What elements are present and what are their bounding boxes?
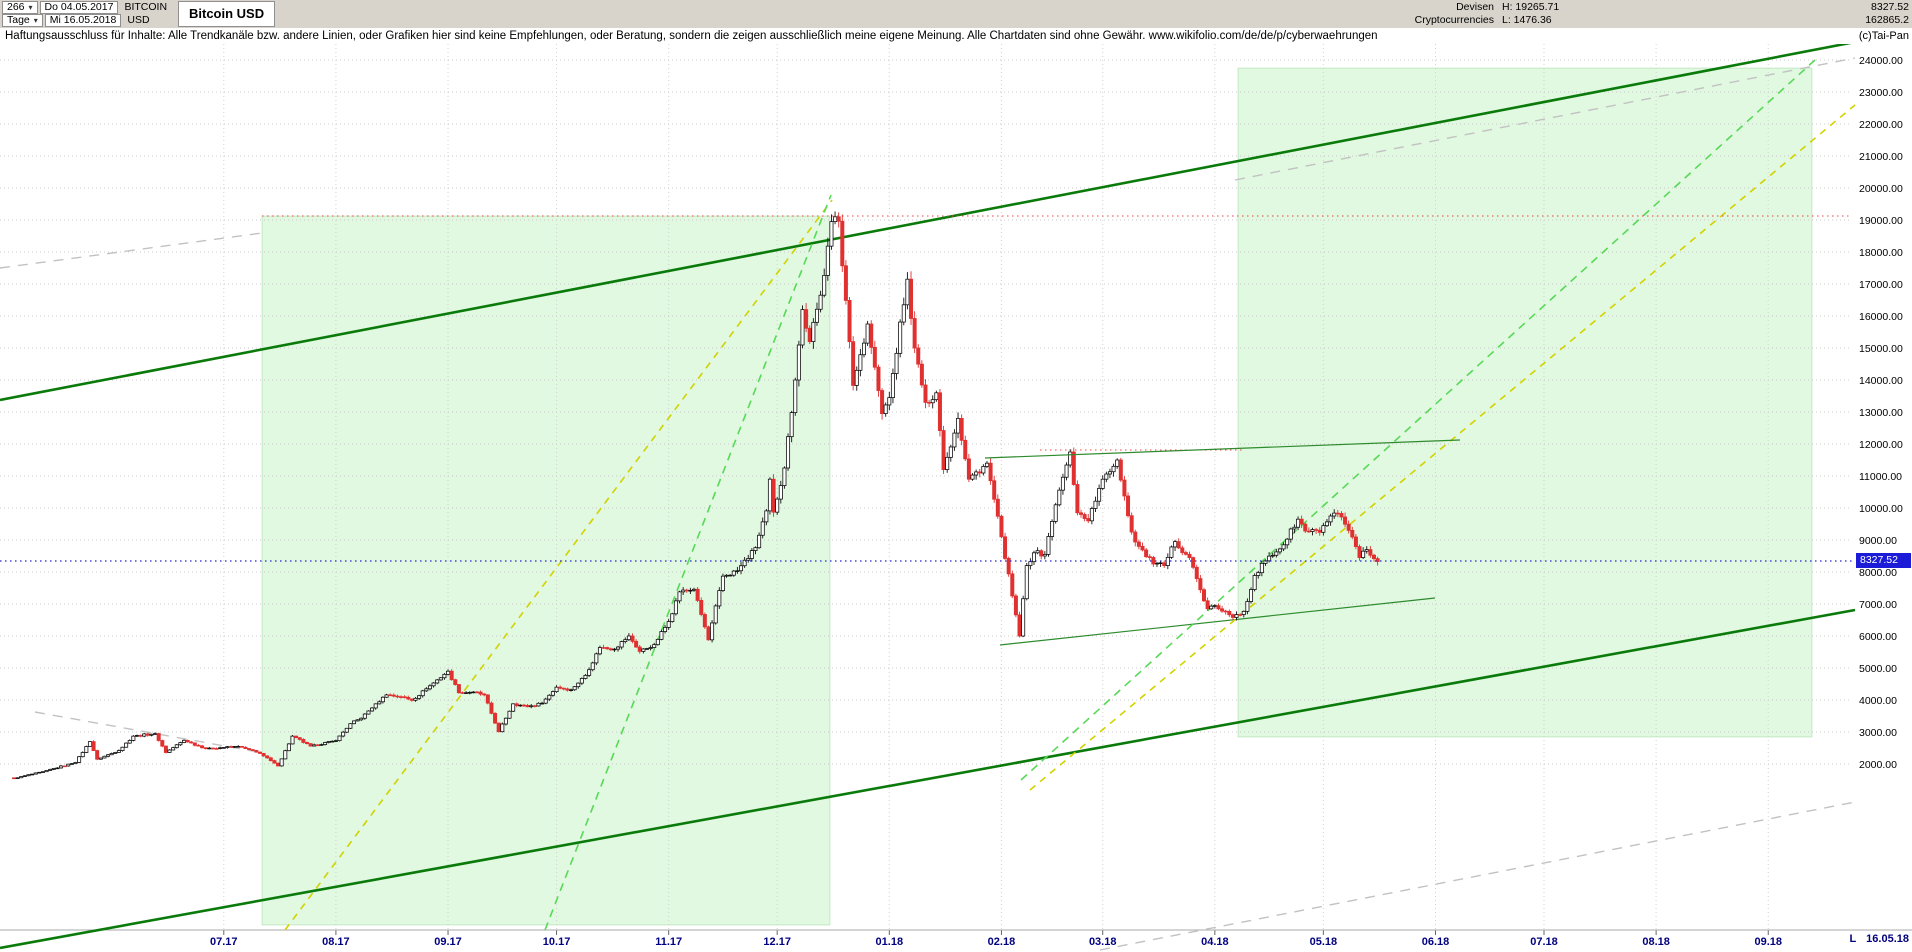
svg-text:07.18: 07.18: [1530, 936, 1558, 948]
svg-text:11.17: 11.17: [655, 936, 682, 948]
svg-text:10.17: 10.17: [543, 936, 571, 948]
end-date-field[interactable]: Mi 16.05.2018: [44, 14, 122, 27]
disclaimer-text: Haftungsausschluss für Inhalte: Alle Tre…: [5, 30, 1378, 42]
svg-text:17000.00: 17000.00: [1859, 279, 1903, 291]
svg-text:21000.00: 21000.00: [1859, 151, 1903, 163]
chevron-down-icon: ▾: [28, 3, 33, 12]
svg-text:07.17: 07.17: [210, 936, 238, 948]
svg-text:15000.00: 15000.00: [1859, 343, 1903, 355]
period-low-label: L: 1476.36: [1502, 14, 1552, 26]
svg-text:18000.00: 18000.00: [1859, 247, 1903, 259]
svg-text:24000.00: 24000.00: [1859, 55, 1903, 67]
price-block: 8327.52 162865.2: [1865, 1, 1909, 27]
svg-text:09.18: 09.18: [1754, 936, 1782, 948]
chevron-down-icon: ▾: [33, 16, 38, 25]
svg-text:14000.00: 14000.00: [1859, 375, 1903, 387]
svg-text:19000.00: 19000.00: [1859, 215, 1903, 227]
svg-text:3000.00: 3000.00: [1859, 727, 1897, 739]
svg-text:05.18: 05.18: [1310, 936, 1338, 948]
svg-text:06.18: 06.18: [1422, 936, 1450, 948]
chart-area[interactable]: 07.17 08.17 09.17 10.17 11.17 12.17 01.18 02.18…: [0, 44, 1912, 952]
svg-text:6000.00: 6000.00: [1859, 631, 1897, 643]
svg-text:2000.00: 2000.00: [1859, 759, 1897, 771]
currency-label: USD: [127, 14, 150, 26]
timeframe-dropdown[interactable]: Tage ▾: [2, 14, 43, 27]
last-price-value: 8327.52: [1871, 1, 1909, 13]
svg-text:13000.00: 13000.00: [1859, 407, 1903, 419]
end-date-value: Mi 16.05.2018: [49, 14, 117, 26]
disclaimer-bar: Haftungsausschluss für Inhalte: Alle Tre…: [0, 28, 1912, 44]
svg-text:02.18: 02.18: [988, 936, 1016, 948]
symbol-label: BITCOIN: [124, 1, 168, 13]
svg-text:16000.00: 16000.00: [1859, 311, 1903, 323]
start-date-field[interactable]: Do 04.05.2017: [39, 1, 119, 14]
svg-text:4000.00: 4000.00: [1859, 695, 1897, 707]
timeframe-value: Tage: [7, 14, 30, 26]
svg-text:08.18: 08.18: [1642, 936, 1670, 948]
category-block: Devisen Cryptocurrencies: [1415, 1, 1494, 27]
instrument-title: Bitcoin USD: [178, 1, 276, 27]
start-date-value: Do 04.05.2017: [44, 1, 114, 13]
svg-text:04.18: 04.18: [1201, 936, 1229, 948]
last-price-marker: 8327.52: [1856, 553, 1911, 568]
toolbar-row-1: 266 ▾ Do 04.05.2017 BITCOIN: [2, 1, 171, 14]
svg-text:01.18: 01.18: [876, 936, 904, 948]
svg-text:12.17: 12.17: [763, 936, 791, 948]
svg-text:08.17: 08.17: [322, 936, 350, 948]
svg-text:7000.00: 7000.00: [1859, 599, 1897, 611]
last-date-label: 16.05.18: [1866, 933, 1909, 945]
high-low-block: H: 19265.71 L: 1476.36: [1502, 1, 1559, 27]
svg-text:9000.00: 9000.00: [1859, 535, 1897, 547]
category-line2: Cryptocurrencies: [1414, 14, 1494, 26]
svg-text:8000.00: 8000.00: [1859, 567, 1897, 579]
low-marker-label: L: [1849, 933, 1857, 945]
toolbar-row-2: Tage ▾ Mi 16.05.2018 USD: [2, 14, 154, 27]
copyright-label: (c)Tai-Pan: [1858, 30, 1909, 42]
svg-text:20000.00: 20000.00: [1859, 183, 1903, 195]
points-value: 162865.2: [1865, 14, 1909, 26]
svg-text:03.18: 03.18: [1089, 936, 1117, 948]
category-line1: Devisen: [1456, 1, 1494, 13]
svg-text:10000.00: 10000.00: [1859, 503, 1903, 515]
svg-text:5000.00: 5000.00: [1859, 663, 1897, 675]
period-high-label: H: 19265.71: [1502, 1, 1560, 13]
svg-text:11000.00: 11000.00: [1859, 471, 1902, 483]
bars-count-dropdown[interactable]: 266 ▾: [2, 1, 38, 14]
bars-count-value: 266: [7, 1, 25, 13]
svg-text:22000.00: 22000.00: [1859, 119, 1903, 131]
svg-text:12000.00: 12000.00: [1859, 439, 1903, 451]
svg-text:09.17: 09.17: [434, 936, 462, 948]
svg-text:23000.00: 23000.00: [1859, 87, 1903, 99]
axis-last-date: L 16.05.18: [1849, 933, 1909, 945]
chart-canvas[interactable]: 07.17 08.17 09.17 10.17 11.17 12.17 01.18 02.18…: [0, 44, 1912, 952]
toolbar: 266 ▾ Do 04.05.2017 BITCOIN Tage ▾ Mi 16…: [0, 0, 1912, 29]
